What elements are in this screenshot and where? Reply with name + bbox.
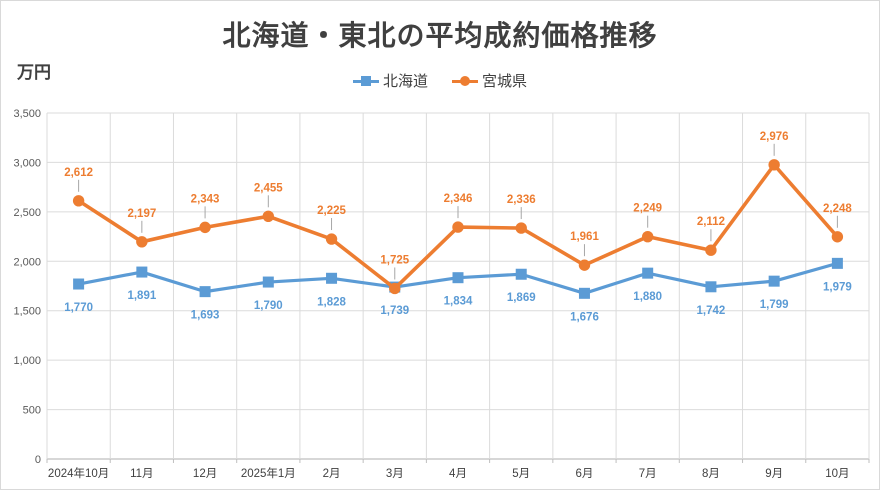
data-point-marker xyxy=(262,210,275,223)
y-axis-tick-label: 3,500 xyxy=(13,108,41,120)
data-label: 2,197 xyxy=(127,208,156,220)
data-label: 1,880 xyxy=(633,291,662,303)
y-axis-tick-label: 0 xyxy=(35,454,41,466)
data-label: 1,676 xyxy=(570,311,599,323)
data-point-marker xyxy=(831,257,843,269)
data-point-marker xyxy=(199,286,211,298)
x-axis-tick-label: 11月 xyxy=(130,468,153,480)
chart-title: 北海道・東北の平均成約価格推移 xyxy=(222,20,658,51)
x-axis-tick-label: 12月 xyxy=(193,468,217,480)
data-label: 1,799 xyxy=(760,299,789,311)
data-point-marker xyxy=(136,236,148,248)
data-point-marker xyxy=(262,276,274,288)
y-axis-tick-label: 2,000 xyxy=(13,256,41,268)
data-label: 1,739 xyxy=(380,305,409,317)
data-point-marker xyxy=(452,272,464,284)
data-point-marker xyxy=(326,272,338,284)
data-point-marker xyxy=(515,268,527,280)
data-point-marker xyxy=(768,159,780,171)
data-label: 2,112 xyxy=(697,216,725,228)
data-label: 2,346 xyxy=(444,193,473,205)
x-axis-tick-label: 5月 xyxy=(512,468,530,480)
data-point-marker xyxy=(136,266,148,278)
x-axis-tick-label: 8月 xyxy=(702,468,720,480)
data-point-marker xyxy=(768,275,780,287)
data-label: 1,725 xyxy=(380,254,409,266)
data-point-marker xyxy=(452,221,464,233)
data-label: 2,976 xyxy=(760,131,789,143)
data-point-marker xyxy=(705,281,717,293)
data-label: 1,869 xyxy=(507,292,536,304)
x-axis-tick-label: 2025年1月 xyxy=(241,466,296,480)
legend-item-hokkaido: 北海道 xyxy=(352,70,428,91)
data-label: 1,790 xyxy=(254,300,283,312)
x-axis-tick-label: 6月 xyxy=(576,468,594,480)
y-axis-tick-label: 3,000 xyxy=(13,157,41,169)
data-label: 2,248 xyxy=(823,203,852,215)
data-label: 1,891 xyxy=(127,290,156,302)
x-axis-tick-label: 10月 xyxy=(825,468,849,480)
data-point-marker xyxy=(325,233,338,245)
legend-label-miyagi: 宮城県 xyxy=(482,73,528,90)
data-point-marker xyxy=(641,230,654,243)
data-label: 2,249 xyxy=(633,203,662,215)
y-axis-unit-label: 万円 xyxy=(17,63,51,82)
data-point-marker xyxy=(515,222,527,234)
data-label: 1,979 xyxy=(823,281,852,293)
data-point-marker xyxy=(705,244,717,256)
data-label: 2,343 xyxy=(191,193,220,205)
chart-legend: 北海道 宮城県 xyxy=(1,70,879,91)
y-axis-tick-label: 2,500 xyxy=(13,207,41,219)
legend-label-hokkaido: 北海道 xyxy=(382,73,428,90)
data-label: 2,336 xyxy=(507,194,536,206)
data-point-marker xyxy=(831,231,844,243)
miyagi-series-marker-icon xyxy=(452,75,478,87)
hokkaido-series-marker-icon xyxy=(352,75,379,87)
data-label: 1,961 xyxy=(570,231,599,243)
x-axis-tick-label: 9月 xyxy=(765,468,783,480)
y-axis-tick-label: 500 xyxy=(23,405,41,417)
data-label: 1,693 xyxy=(191,310,220,322)
data-label: 2,225 xyxy=(317,205,346,217)
data-point-marker xyxy=(72,195,85,207)
data-point-marker xyxy=(389,282,401,295)
data-point-marker xyxy=(578,259,591,271)
data-point-marker xyxy=(73,278,85,290)
data-label: 2,612 xyxy=(64,167,93,179)
x-axis-tick-label: 3月 xyxy=(386,468,404,480)
data-label: 1,770 xyxy=(64,302,93,314)
data-label: 2,455 xyxy=(254,182,283,194)
x-axis-tick-label: 7月 xyxy=(639,468,657,480)
data-point-marker xyxy=(642,267,654,279)
x-axis-tick-label: 2024年10月 xyxy=(48,466,109,480)
data-label: 1,828 xyxy=(317,296,346,308)
data-point-marker xyxy=(199,221,211,234)
y-axis-tick-label: 1,500 xyxy=(13,306,41,318)
legend-item-miyagi: 宮城県 xyxy=(452,70,527,91)
x-axis-tick-label: 2月 xyxy=(323,468,341,480)
data-label: 1,742 xyxy=(697,305,726,317)
x-axis-tick-label: 4月 xyxy=(449,468,467,480)
data-point-marker xyxy=(578,287,590,299)
data-label: 1,834 xyxy=(444,296,473,308)
y-axis-tick-label: 1,000 xyxy=(13,355,41,367)
